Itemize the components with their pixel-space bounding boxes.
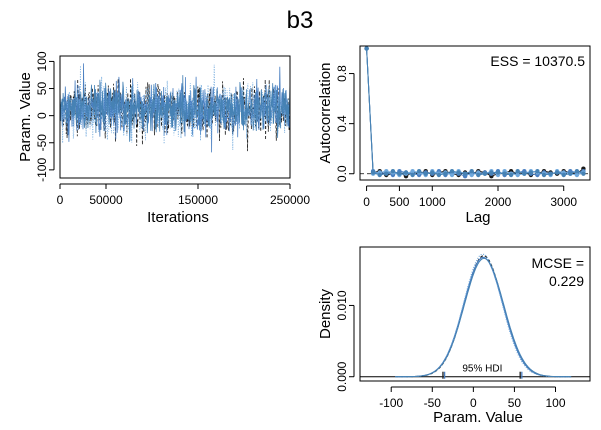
acf-series-point <box>581 171 586 176</box>
acf-series-point <box>469 169 474 174</box>
acf-series-point <box>515 172 520 178</box>
density-series-line <box>395 253 572 378</box>
density-plot-frame <box>359 246 591 382</box>
acf-series-point <box>574 169 580 174</box>
acf-series-point <box>508 172 514 178</box>
acf-series-point <box>410 169 415 174</box>
acf-series-point <box>561 172 566 178</box>
trace-y-tick-label: 100 <box>35 51 49 71</box>
acf-series-point <box>482 171 488 176</box>
trace-x-axis-label: Iterations <box>147 209 209 226</box>
acf-series-point <box>574 172 580 178</box>
density-x-tick-label: -50 <box>424 396 442 410</box>
acf-x-tick-label: 2000 <box>485 195 512 209</box>
acf-series-point <box>384 171 389 176</box>
density-series-line <box>395 256 572 378</box>
hdi-label: 95% HDI <box>462 364 502 375</box>
acf-x-tick-label: 3000 <box>550 195 577 209</box>
figure-title: b3 <box>287 7 314 34</box>
acf-series-point <box>436 172 442 178</box>
trace-series-group <box>59 63 291 153</box>
acf-series-point <box>449 169 455 174</box>
acf-y-tick-label: 0.8 <box>335 65 349 82</box>
acf-series-point <box>456 170 461 175</box>
mcse-annotation-line2: 0.229 <box>549 273 584 289</box>
density-y-tick-label: 0.000 <box>335 361 349 391</box>
density-x-tick-label: -100 <box>379 396 403 410</box>
mcse-annotation-line1: MCSE = <box>531 255 584 271</box>
trace-axes: 0 50000 150000 250000 -100 -50 0 50 100 <box>35 51 310 207</box>
trace-plot: 0 50000 150000 250000 -100 -50 0 50 100 Iteratio… <box>17 51 310 226</box>
density-x-tick-label: 100 <box>545 396 565 410</box>
acf-x-axis-label: Lag <box>465 209 490 226</box>
acf-x-tick-label: 500 <box>389 195 409 209</box>
acf-series-point <box>568 171 573 176</box>
acf-series-point <box>377 172 382 178</box>
acf-series-point <box>364 46 369 51</box>
acf-series-point <box>370 170 376 175</box>
acf-series-point <box>489 170 494 175</box>
acf-series-line <box>366 48 584 176</box>
acf-series-point <box>443 171 448 176</box>
trace-x-tick-label: 50000 <box>89 193 123 207</box>
acf-series-group <box>360 46 590 179</box>
density-plot: 95% HDI -100 -50 0 50 100 0.000 0.010 MCSE = 0… <box>317 246 591 426</box>
trace-y-tick-label: 0 <box>35 112 49 119</box>
acf-series-point <box>449 172 455 178</box>
density-x-axis-label: Param. Value <box>433 409 523 426</box>
density-series-group: 95% HDI <box>360 253 590 379</box>
acf-series-point <box>528 170 534 175</box>
density-series-line <box>395 257 572 378</box>
acf-y-tick-label: 0.4 <box>335 115 349 132</box>
acf-series-point <box>410 172 415 178</box>
acf-y-tick-label: 0.0 <box>335 165 349 182</box>
acf-series-point <box>502 171 507 176</box>
acf-plot-frame <box>359 45 591 181</box>
acf-series-point <box>423 171 428 176</box>
acf-series-point <box>495 170 501 175</box>
density-x-tick-label: 50 <box>508 396 522 410</box>
trace-x-tick-label: 250000 <box>270 193 310 207</box>
trace-series-line <box>59 75 291 142</box>
acf-series-point <box>403 170 409 175</box>
acf-series-point <box>476 172 481 178</box>
density-axes: -100 -50 0 50 100 0.000 0.010 <box>335 290 566 410</box>
acf-series-point <box>522 171 527 176</box>
acf-series-point <box>397 171 402 176</box>
trace-y-tick-label: -50 <box>35 134 49 152</box>
trace-plot-frame <box>59 55 291 179</box>
ess-annotation: ESS = 10370.5 <box>490 53 585 69</box>
acf-axes: 0 500 1000 2000 3000 0.0 0.4 0.8 <box>335 65 577 209</box>
trace-x-tick-label: 0 <box>57 193 64 207</box>
density-series-line <box>395 255 572 378</box>
acf-series-point <box>430 170 435 175</box>
trace-y-tick-label: -100 <box>35 158 49 182</box>
trace-y-axis-label: Param. Value <box>17 72 34 162</box>
acf-series-point <box>469 172 474 178</box>
acf-series-point <box>535 169 540 174</box>
trace-y-tick-label: 50 <box>35 82 49 96</box>
acf-x-tick-label: 0 <box>363 195 370 209</box>
density-y-tick-label: 0.010 <box>335 290 349 320</box>
acf-series-point <box>515 169 520 174</box>
trace-x-tick-label: 150000 <box>178 193 218 207</box>
acf-series-point <box>541 172 547 178</box>
acf-series-point <box>462 171 468 176</box>
density-y-axis-label: Density <box>317 288 334 339</box>
density-x-tick-label: 0 <box>470 396 477 410</box>
acf-series-point <box>554 170 560 175</box>
acf-series-point <box>548 171 553 176</box>
acf-x-tick-label: 1000 <box>419 195 446 209</box>
acf-series-point <box>390 169 396 174</box>
acf-series-point <box>416 169 422 174</box>
acf-y-axis-label: Autocorrelation <box>317 63 334 164</box>
